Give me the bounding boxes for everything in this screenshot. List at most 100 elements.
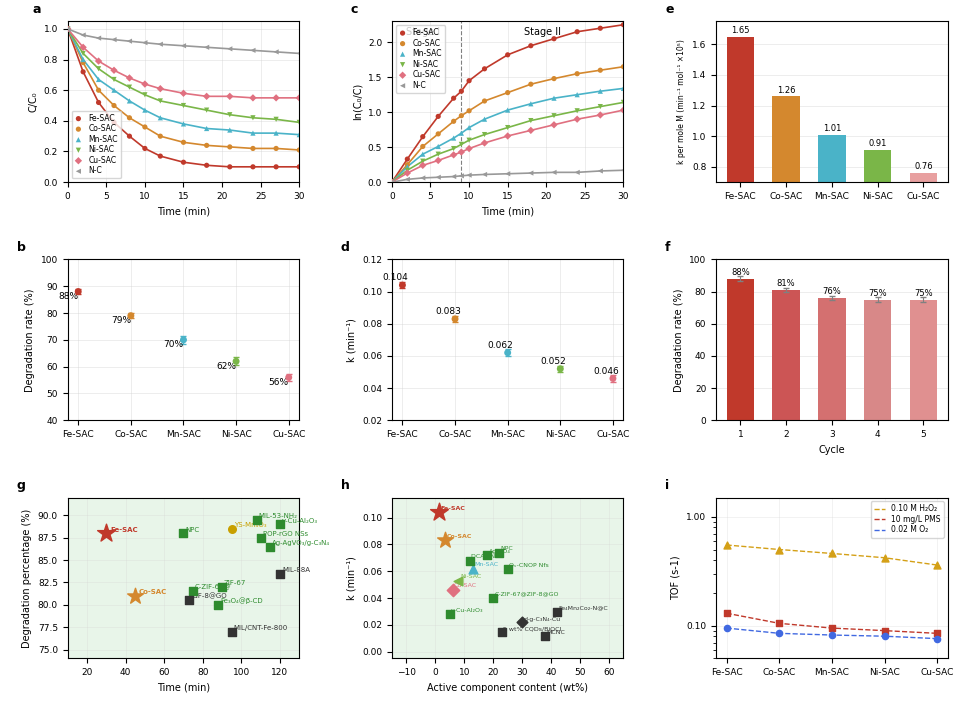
Point [106, 74, 122, 85]
Text: Fe-SAC: Fe-SAC [440, 506, 465, 510]
Point [546, 33, 562, 45]
Point [523, 98, 539, 110]
Point [122, 112, 137, 123]
Point [446, 132, 461, 144]
Point [106, 34, 122, 45]
Point [477, 137, 492, 149]
0.10 M H₂O₂ [720, 541, 732, 549]
Point [461, 105, 477, 116]
Text: c: c [350, 4, 358, 16]
Point [461, 122, 477, 133]
Point [546, 110, 562, 121]
Point [500, 130, 515, 142]
Line: 0.10 M H₂O₂: 0.10 M H₂O₂ [726, 545, 937, 565]
Point [454, 147, 469, 158]
Text: 0.062: 0.062 [487, 341, 513, 350]
Point [176, 100, 191, 111]
Text: 0.052: 0.052 [541, 357, 566, 366]
Point [415, 156, 430, 167]
Point [430, 110, 446, 122]
Point [570, 26, 585, 38]
Text: 0.76: 0.76 [914, 162, 933, 171]
10 mg/L PMS [826, 624, 837, 632]
Text: f: f [665, 241, 671, 254]
Point [122, 72, 137, 84]
Point [523, 115, 539, 126]
Text: 0.91: 0.91 [868, 139, 887, 149]
Point [99, 527, 114, 539]
Bar [910, 299, 937, 421]
Point [91, 84, 106, 96]
Text: 0.083: 0.083 [435, 307, 461, 316]
Point [246, 112, 261, 123]
Text: MIL-88A: MIL-88A [282, 566, 309, 573]
Text: 88%: 88% [58, 292, 78, 301]
Point [929, 633, 945, 644]
Y-axis label: k (min⁻¹): k (min⁻¹) [346, 318, 357, 362]
Point [199, 159, 215, 171]
Point [153, 96, 168, 107]
Point [122, 96, 137, 107]
Point [399, 154, 415, 165]
Point [430, 128, 446, 139]
Point [523, 125, 539, 136]
Point [570, 166, 585, 178]
Text: 56%: 56% [269, 378, 289, 387]
Point [772, 617, 787, 629]
Point [106, 100, 122, 111]
Point [454, 127, 469, 139]
Point [549, 606, 565, 617]
Point [514, 617, 530, 628]
Text: 0.104: 0.104 [382, 273, 408, 282]
Point [446, 143, 461, 154]
Point [176, 88, 191, 99]
Point [430, 171, 446, 183]
Point [291, 92, 307, 103]
Point [500, 347, 515, 358]
Point [461, 143, 477, 154]
Point [480, 549, 495, 561]
Line: 0.02 M O₂: 0.02 M O₂ [726, 628, 937, 639]
Point [718, 607, 734, 619]
Point [153, 150, 168, 161]
Point [281, 372, 297, 383]
Point [461, 75, 477, 86]
Text: Co-SAC: Co-SAC [447, 534, 472, 539]
Point [91, 33, 106, 44]
Point [269, 46, 284, 57]
0.10 M H₂O₂ [826, 549, 837, 558]
Text: g: g [16, 479, 25, 493]
Point [929, 559, 945, 571]
Text: 70%: 70% [163, 341, 184, 349]
Point [616, 61, 631, 72]
Point [153, 83, 168, 94]
Point [137, 143, 153, 154]
Point [222, 43, 238, 55]
Point [75, 66, 91, 77]
Point [415, 160, 430, 171]
X-axis label: Time (min): Time (min) [157, 683, 210, 692]
Text: γ-Cu-Al₂O₃: γ-Cu-Al₂O₃ [452, 607, 484, 612]
Text: 1.01: 1.01 [823, 124, 841, 133]
Point [384, 176, 399, 188]
Text: Mn-SAC: Mn-SAC [475, 562, 499, 567]
Point [122, 130, 137, 142]
Point [546, 119, 562, 130]
Point [446, 149, 461, 161]
Point [246, 92, 261, 103]
Point [91, 63, 106, 74]
Legend: 0.10 M H₂O₂, 10 mg/L PMS, 0.02 M O₂: 0.10 M H₂O₂, 10 mg/L PMS, 0.02 M O₂ [870, 501, 944, 537]
Point [123, 310, 138, 321]
Text: 62%: 62% [216, 362, 236, 371]
Point [75, 47, 91, 59]
Point [593, 165, 608, 176]
Point [246, 127, 261, 139]
Point [454, 110, 469, 121]
Point [263, 541, 278, 552]
Text: Co-SAC: Co-SAC [139, 589, 167, 595]
Text: Oᵥ-CNOP Nfs: Oᵥ-CNOP Nfs [509, 564, 549, 569]
Point [438, 535, 454, 546]
Text: Fe₄Mn₂Co₂-N@C: Fe₄Mn₂Co₂-N@C [558, 605, 608, 610]
Point [500, 49, 515, 60]
0.10 M H₂O₂ [879, 554, 891, 562]
